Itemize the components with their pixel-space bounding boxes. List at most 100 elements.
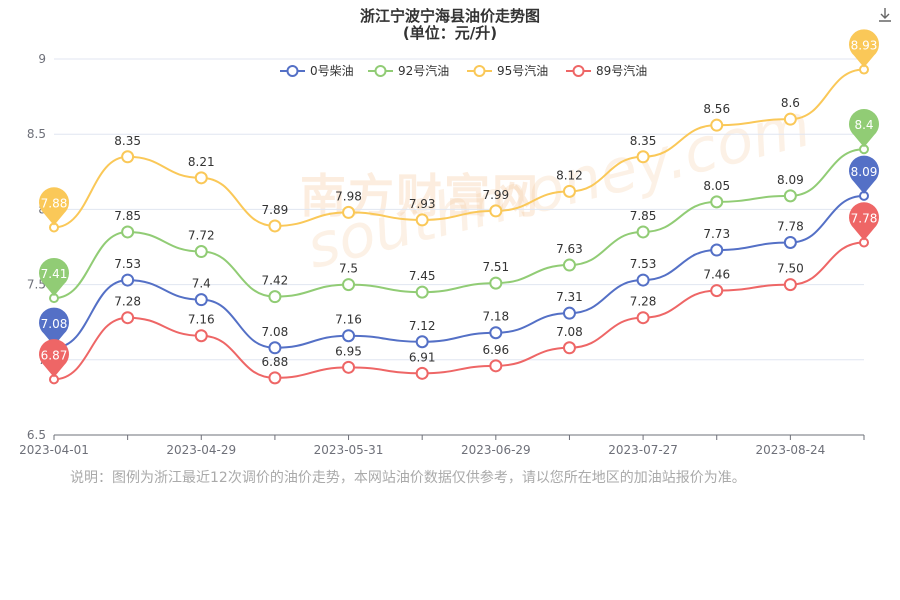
y-tick-label: 8.5 [27,127,46,141]
data-point [562,341,576,355]
data-point [194,245,208,259]
x-tick-label: 2023-04-01 [19,443,89,457]
data-label: 7.31 [556,290,583,304]
data-point [268,341,282,355]
pin-marker: 7.08 [39,307,69,346]
data-point [415,213,429,227]
data-label: 7.78 [777,219,804,233]
data-point [194,329,208,343]
data-point [268,219,282,233]
x-tick-label: 2023-06-29 [461,443,531,457]
data-label: 7.08 [262,325,289,339]
data-label: 8.05 [703,179,730,193]
legend-item[interactable]: 92号汽油 [368,63,449,78]
legend-label: 0号柴油 [310,64,354,78]
data-point [489,359,503,373]
legend-symbol [572,65,585,77]
data-point [710,284,724,298]
pin-label: 7.88 [41,196,68,210]
pin-shape [39,257,69,297]
pin-marker: 8.4 [849,109,880,148]
series-line [53,68,865,229]
data-label: 7.89 [262,203,289,217]
data-point [415,366,429,380]
legend-item[interactable]: 95号汽油 [467,63,548,78]
data-label: 7.72 [188,229,215,243]
pin-shape [39,339,69,378]
data-label: 7.28 [114,295,141,309]
data-label: 7.73 [703,227,730,241]
data-point [783,112,797,126]
pin-label: 8.09 [851,165,878,179]
data-label: 7.42 [262,274,289,288]
data-point [562,184,576,198]
data-label: 8.35 [114,134,141,148]
x-tick-label: 2023-08-24 [755,443,825,457]
data-label: 7.28 [630,295,657,309]
legend-item[interactable]: 0号柴油 [280,64,354,78]
data-label: 8.09 [777,173,804,187]
pin-marker: 7.88 [39,187,69,226]
data-point [710,118,724,132]
series-line [53,194,865,349]
data-point [489,326,503,340]
series-line [53,148,865,300]
data-point [121,311,135,325]
data-point [121,150,135,164]
download-icon[interactable] [876,6,894,24]
pin-shape [849,29,880,68]
data-label: 7.16 [188,313,215,327]
data-label: 8.21 [188,155,215,169]
data-point [562,258,576,272]
data-label: 7.53 [114,257,141,271]
data-point [636,150,650,164]
chart-subtitle: (单位：元/升) [402,24,498,42]
pin-shape [39,307,69,346]
data-point [268,371,282,385]
legend-symbol [473,65,486,77]
data-point [121,273,135,287]
pin-label: 8.93 [851,39,878,53]
data-point [415,285,429,299]
data-point [342,329,356,343]
data-label: 6.96 [482,343,509,357]
data-point [489,204,503,218]
data-point [636,225,650,239]
legend-item[interactable]: 89号汽油 [566,63,647,78]
data-label: 6.95 [335,344,362,358]
pin-shape [849,155,880,194]
data-point [489,276,503,290]
y-tick-label: 7.5 [27,278,46,292]
pin-label: 8.4 [854,118,873,132]
data-label: 6.88 [262,355,289,369]
data-label: 7.08 [556,325,583,339]
data-point [636,273,650,287]
data-point [783,189,797,203]
data-label: 7.85 [630,209,657,223]
data-label: 6.91 [409,350,436,364]
legend-label: 89号汽油 [596,63,647,78]
y-tick-label: 6.5 [27,428,46,442]
data-label: 7.98 [335,189,362,203]
data-label: 8.12 [556,168,583,182]
data-point [342,360,356,374]
pin-label: 7.78 [851,211,878,225]
data-point [194,293,208,307]
data-label: 7.50 [777,262,804,276]
legend-symbol [374,65,387,77]
data-label: 7.12 [409,319,436,333]
pin-marker: 7.41 [39,257,69,297]
data-point [636,311,650,325]
data-label: 7.51 [482,260,509,274]
data-label: 8.6 [781,96,800,110]
y-tick-label: 9 [38,52,46,66]
pin-marker: 8.93 [849,29,880,68]
data-point [783,278,797,292]
x-tick-label: 2023-05-31 [314,443,384,457]
data-label: 7.46 [703,268,730,282]
data-label: 7.18 [482,310,509,324]
data-label: 7.85 [114,209,141,223]
data-label: 7.4 [192,277,211,291]
data-point [268,290,282,304]
data-point [710,195,724,209]
